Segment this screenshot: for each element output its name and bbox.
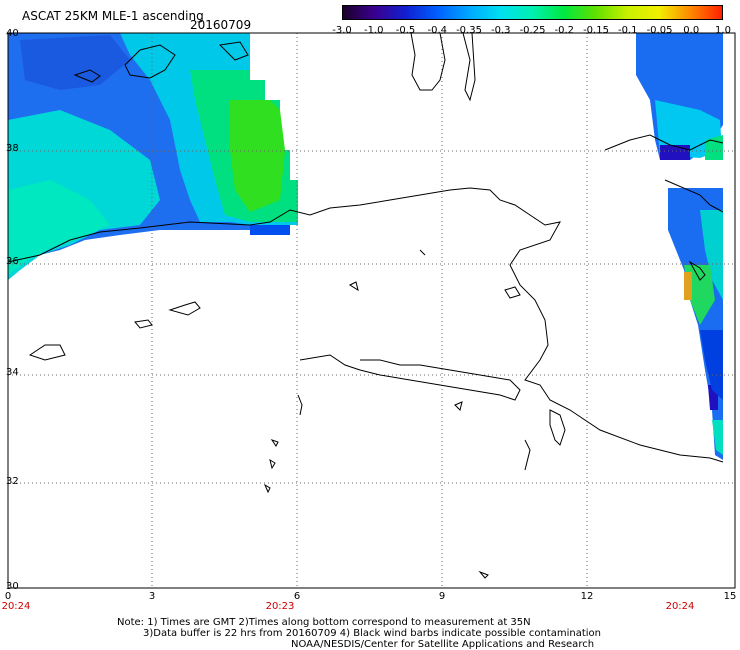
lat-label-34: 34 [6,367,19,378]
lon-label-15: 15 [723,591,737,602]
lat-label-32: 32 [6,476,19,487]
colorbar-tick-label: -0.2 [554,25,575,36]
graticule [8,33,735,588]
plot-frame [7,32,736,589]
colorbar-tick-label: -0.15 [583,25,609,36]
lon-label-3: 3 [148,591,156,602]
colorbar-tick-label: 1.0 [715,25,731,36]
note-line-2: 3)Data buffer is 22 hrs from 20160709 4)… [143,628,601,639]
time-label-center: 20:23 [265,601,295,612]
lat-label-30: 30 [6,581,19,592]
lon-label-6: 6 [293,591,301,602]
colorbar-tick-label: -0.1 [617,25,638,36]
right-swath-top [636,33,723,160]
lat-label-38: 38 [6,143,19,154]
time-label-right: 20:24 [665,601,695,612]
colorbar-tick-label: 0.0 [683,25,700,36]
lon-label-0: 0 [4,591,12,602]
lat-label-40: 40 [6,28,19,39]
right-swath-bottom [668,188,723,460]
colorbar-tick-label: -0.25 [519,25,546,36]
note-line-1: Note: 1) Times are GMT 2)Times along bot… [117,617,531,628]
product-title: ASCAT 25KM MLE-1 ascending [22,9,204,23]
colorbar-tick-label: -0.3 [490,25,511,36]
colorbar-tick-label: -0.4 [427,25,448,36]
colorbar-tick-label: -0.5 [395,25,416,36]
colorbar [342,5,723,20]
note-line-3: NOAA/NESDIS/Center for Satellite Applica… [291,639,595,650]
product-date: 20160709 [190,18,252,32]
lon-label-12: 12 [580,591,594,602]
colorbar-tick-label: -1.0 [363,25,384,36]
lon-label-9: 9 [438,591,446,602]
colorbar-tick-label: -0.05 [646,25,673,36]
left-swath [8,33,298,280]
lat-label-36: 36 [6,256,19,267]
colorbar-tick-label: -3.0 [332,25,352,36]
time-label-left: 20:24 [1,601,31,612]
colorbar-tick-label: -0.35 [456,25,482,36]
coastlines [7,32,724,579]
